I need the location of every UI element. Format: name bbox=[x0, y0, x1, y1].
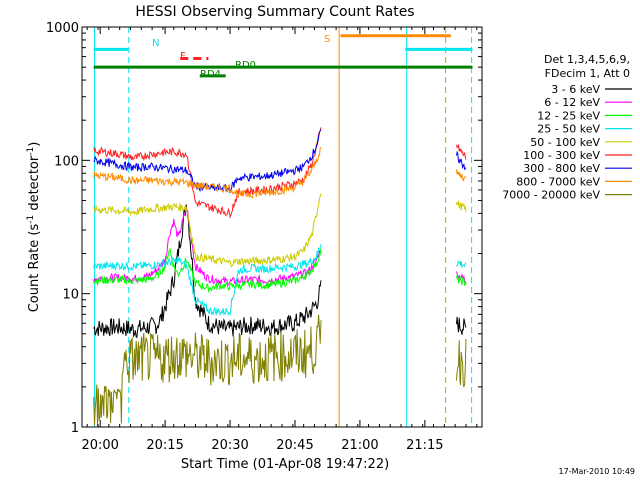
series-line-2 bbox=[93, 247, 322, 293]
y-tick-label-1: 10 bbox=[62, 288, 79, 303]
timestamp: 17-Mar-2010 10:49 bbox=[559, 467, 636, 476]
x-tick-label-5: 21:15 bbox=[406, 438, 443, 453]
legend-label-5: 100 - 300 keV bbox=[523, 149, 600, 162]
series-late-line-0 bbox=[456, 316, 467, 335]
y-tick-label-0: 1 bbox=[71, 421, 79, 436]
x-tick-label-1: 20:15 bbox=[146, 438, 183, 453]
legend-header-line1: Det 1,3,4,5,6,9, bbox=[544, 53, 630, 66]
series-late-line-7 bbox=[456, 169, 467, 182]
legend-label-3: 25 - 50 keV bbox=[537, 123, 600, 136]
series-line-4 bbox=[93, 193, 322, 268]
series-late-line-6 bbox=[456, 150, 467, 171]
series-late-line-5 bbox=[456, 144, 467, 160]
series-line-5 bbox=[93, 127, 322, 219]
y-tick-label-3: 1000 bbox=[46, 21, 79, 36]
x-tick-label-4: 21:00 bbox=[341, 438, 378, 453]
chart-title: HESSI Observing Summary Count Rates bbox=[135, 4, 414, 20]
legend-label-8: 7000 - 20000 keV bbox=[502, 189, 600, 202]
legend-label-7: 800 - 7000 keV bbox=[516, 175, 600, 188]
legend-label-4: 50 - 100 keV bbox=[530, 136, 600, 149]
flag-label-rd4: RD4 bbox=[200, 69, 221, 80]
legend-label-6: 300 - 800 keV bbox=[523, 162, 600, 175]
y-axis-label: Count Rate (s-1 detector-1) bbox=[26, 142, 42, 313]
plot-area: N F RD0 RD4 S bbox=[93, 27, 473, 427]
x-tick-label-0: 20:00 bbox=[81, 438, 118, 453]
legend: Det 1,3,4,5,6,9, FDecim 1, Att 0 3 - 6 k… bbox=[502, 53, 632, 202]
legend-header-line2: FDecim 1, Att 0 bbox=[545, 67, 630, 80]
series-line-3 bbox=[93, 244, 322, 317]
x-axis-label: Start Time (01-Apr-08 19:47:22) bbox=[181, 457, 389, 472]
legend-label-1: 6 - 12 keV bbox=[544, 96, 600, 109]
flag-label-n: N bbox=[152, 38, 159, 49]
x-tick-label-3: 20:45 bbox=[276, 438, 313, 453]
series-late-line-8 bbox=[456, 338, 467, 389]
series-line-8 bbox=[93, 314, 322, 427]
axis-ticks: 20:00 20:15 20:30 20:45 21:00 21:15 1 10 100 1000 bbox=[46, 21, 482, 453]
legend-label-2: 12 - 25 keV bbox=[537, 109, 600, 122]
series-late-line-4 bbox=[456, 200, 467, 213]
flag-label-f: F bbox=[180, 51, 186, 62]
y-tick-label-2: 100 bbox=[54, 154, 79, 169]
flag-label-s: S bbox=[324, 34, 330, 45]
x-tick-label-2: 20:30 bbox=[211, 438, 248, 453]
legend-label-0: 3 - 6 keV bbox=[551, 83, 600, 96]
series-late-line-3 bbox=[456, 260, 467, 269]
series-line-0 bbox=[93, 204, 322, 339]
series-line-7 bbox=[93, 146, 322, 200]
series-line-1 bbox=[93, 206, 322, 287]
flag-label-rd0: RD0 bbox=[235, 60, 256, 71]
series-late-line-2 bbox=[456, 275, 467, 286]
